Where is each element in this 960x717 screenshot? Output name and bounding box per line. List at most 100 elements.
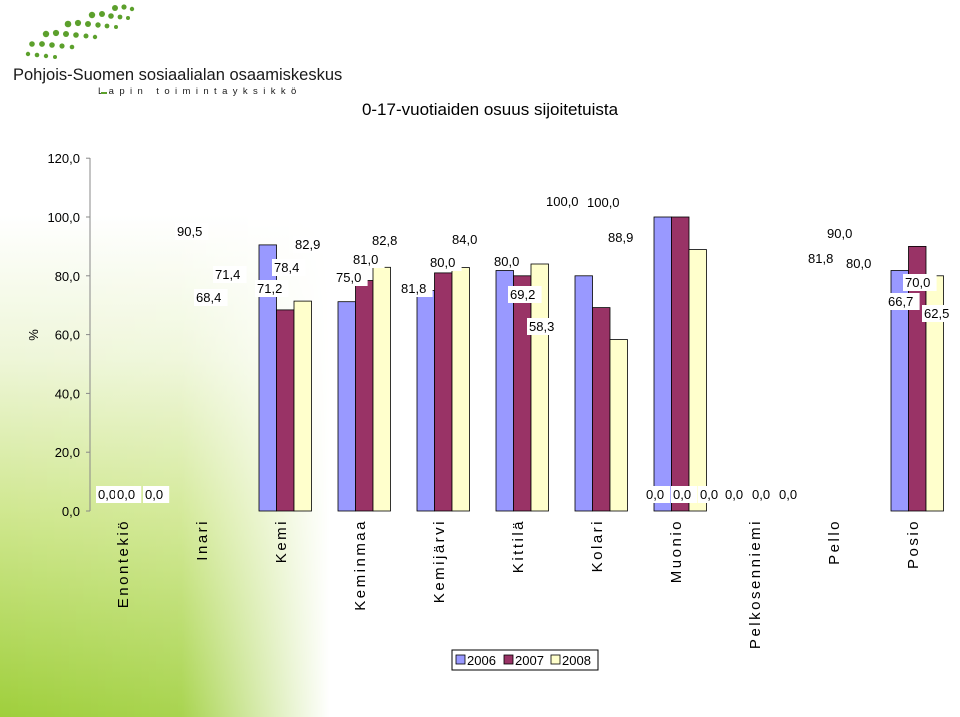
data-label-2008-6: 88,9 <box>608 230 633 245</box>
data-label-2008-4: 84,0 <box>452 232 477 247</box>
data-label-2007-5: 69,2 <box>510 287 535 302</box>
data-label-bg <box>777 486 804 503</box>
y-tick-label: 80,0 <box>55 269 80 284</box>
data-label-bg <box>450 231 484 248</box>
data-label-bg <box>903 274 937 291</box>
data-label-bg <box>671 486 698 503</box>
data-label-bg <box>886 293 920 310</box>
data-label-2006-1: 90,5 <box>177 224 202 239</box>
legend-swatch-2008 <box>550 654 561 665</box>
data-label-2006-9: 81,8 <box>808 251 833 266</box>
x-tick-label: Pello <box>826 519 843 565</box>
y-tick-label: 100,0 <box>47 210 80 225</box>
data-label-bg <box>698 486 725 503</box>
bar-2007-6 <box>671 216 690 512</box>
bar-2008-2 <box>372 266 391 512</box>
data-label-bg <box>723 486 750 503</box>
data-label-2007-6: 100,0 <box>587 195 620 210</box>
data-label-2007-1: 68,4 <box>196 290 221 305</box>
data-label-2006-3: 75,0 <box>336 270 361 285</box>
logo-org-name: Pohjois-Suomen sosiaalialan osaamiskesku… <box>13 66 343 84</box>
data-label-2008-3: 82,8 <box>372 233 397 248</box>
data-label-bg <box>370 232 404 249</box>
data-label-2008-2: 82,9 <box>295 237 320 252</box>
bar-2006-4 <box>495 270 514 512</box>
data-label-2007-3: 81,0 <box>353 252 378 267</box>
legend-label-2007: 2007 <box>515 653 544 668</box>
data-label-bg <box>255 280 289 297</box>
bar-2006-6 <box>653 216 672 512</box>
x-tick-label: Inari <box>194 519 211 561</box>
data-label-bg <box>527 318 561 335</box>
x-tick-label: Pelkosenniemi <box>747 519 764 649</box>
x-tick-label: Kemijärvi <box>431 519 448 603</box>
data-label-bg <box>334 269 368 286</box>
y-tick-label: 40,0 <box>55 386 80 401</box>
bar-2007-3 <box>434 272 453 512</box>
bar-2006-3 <box>416 290 435 512</box>
y-tick-label: 120,0 <box>47 151 80 166</box>
data-label-bg <box>175 223 209 240</box>
data-label-bg <box>293 236 327 253</box>
data-label-2006-5: 80,0 <box>494 254 519 269</box>
y-axis-label: % <box>26 329 41 341</box>
data-label-2007-7: 0,0 <box>673 487 691 502</box>
data-label-2006-2: 71,2 <box>257 281 282 296</box>
y-tick-label: 20,0 <box>55 445 80 460</box>
chart-title: 0-17-vuotiaiden osuus sijoitetuista <box>362 100 619 119</box>
logo-unit-name: Lapin toimintayksikkö <box>98 86 302 97</box>
x-tick-label: Keminmaa <box>352 519 369 611</box>
legend-label-2008: 2008 <box>562 653 591 668</box>
data-label-2008-8: 0,0 <box>779 487 797 502</box>
bar-2008-6 <box>688 249 707 512</box>
data-label-bg <box>143 486 170 503</box>
data-label-2007-10: 70,0 <box>905 275 930 290</box>
bar-2007-5 <box>592 307 611 512</box>
data-label-2007-4: 80,0 <box>430 255 455 270</box>
x-tick-label: Posio <box>905 519 922 569</box>
x-tick-label: Kolari <box>589 519 606 572</box>
data-label-bg <box>399 280 433 297</box>
bar-2008-5 <box>609 339 628 512</box>
data-label-bg <box>213 266 247 283</box>
data-label-2008-5: 58,3 <box>529 319 554 334</box>
data-label-bg <box>585 194 626 211</box>
y-tick-label: 60,0 <box>55 328 80 343</box>
data-label-bg <box>272 259 306 276</box>
data-label-2006-7: 0,0 <box>646 487 664 502</box>
legend-swatch-2007 <box>503 654 514 665</box>
bar-2008-3 <box>451 267 470 512</box>
legend-swatch-2006 <box>455 654 466 665</box>
legend-box <box>451 649 599 671</box>
y-tick-label: 0,0 <box>62 504 80 519</box>
x-tick-label: Muonio <box>668 519 685 583</box>
data-label-bg <box>806 250 840 267</box>
data-label-bg <box>508 286 542 303</box>
x-tick-label: Kemi <box>273 519 290 563</box>
data-label-bg <box>544 193 585 210</box>
data-label-bg <box>115 486 142 503</box>
data-label-2007-0: 0,0 <box>117 487 135 502</box>
bar-2008-1 <box>293 300 312 512</box>
data-label-2008-7: 0,0 <box>700 487 718 502</box>
bar-2006-5 <box>574 275 593 512</box>
data-label-bg <box>825 225 859 242</box>
data-label-bg <box>644 486 671 503</box>
data-label-bg <box>750 486 777 503</box>
data-label-bg <box>606 229 640 246</box>
data-label-2008-1: 71,4 <box>215 267 240 282</box>
data-label-2006-8: 0,0 <box>725 487 743 502</box>
bar-2007-4 <box>513 275 532 512</box>
data-label-2006-0: 0,0 <box>98 487 116 502</box>
data-label-2008-10: 62,5 <box>924 306 949 321</box>
data-label-bg <box>844 255 878 272</box>
x-tick-label: Enontekiö <box>115 519 132 608</box>
data-label-2006-6: 100,0 <box>546 194 579 209</box>
data-label-bg <box>922 305 956 322</box>
data-label-bg <box>194 289 228 306</box>
data-label-2006-4: 81,8 <box>401 281 426 296</box>
data-label-2007-8: 0,0 <box>752 487 770 502</box>
data-label-bg <box>351 251 385 268</box>
bar-2007-2 <box>355 280 374 512</box>
